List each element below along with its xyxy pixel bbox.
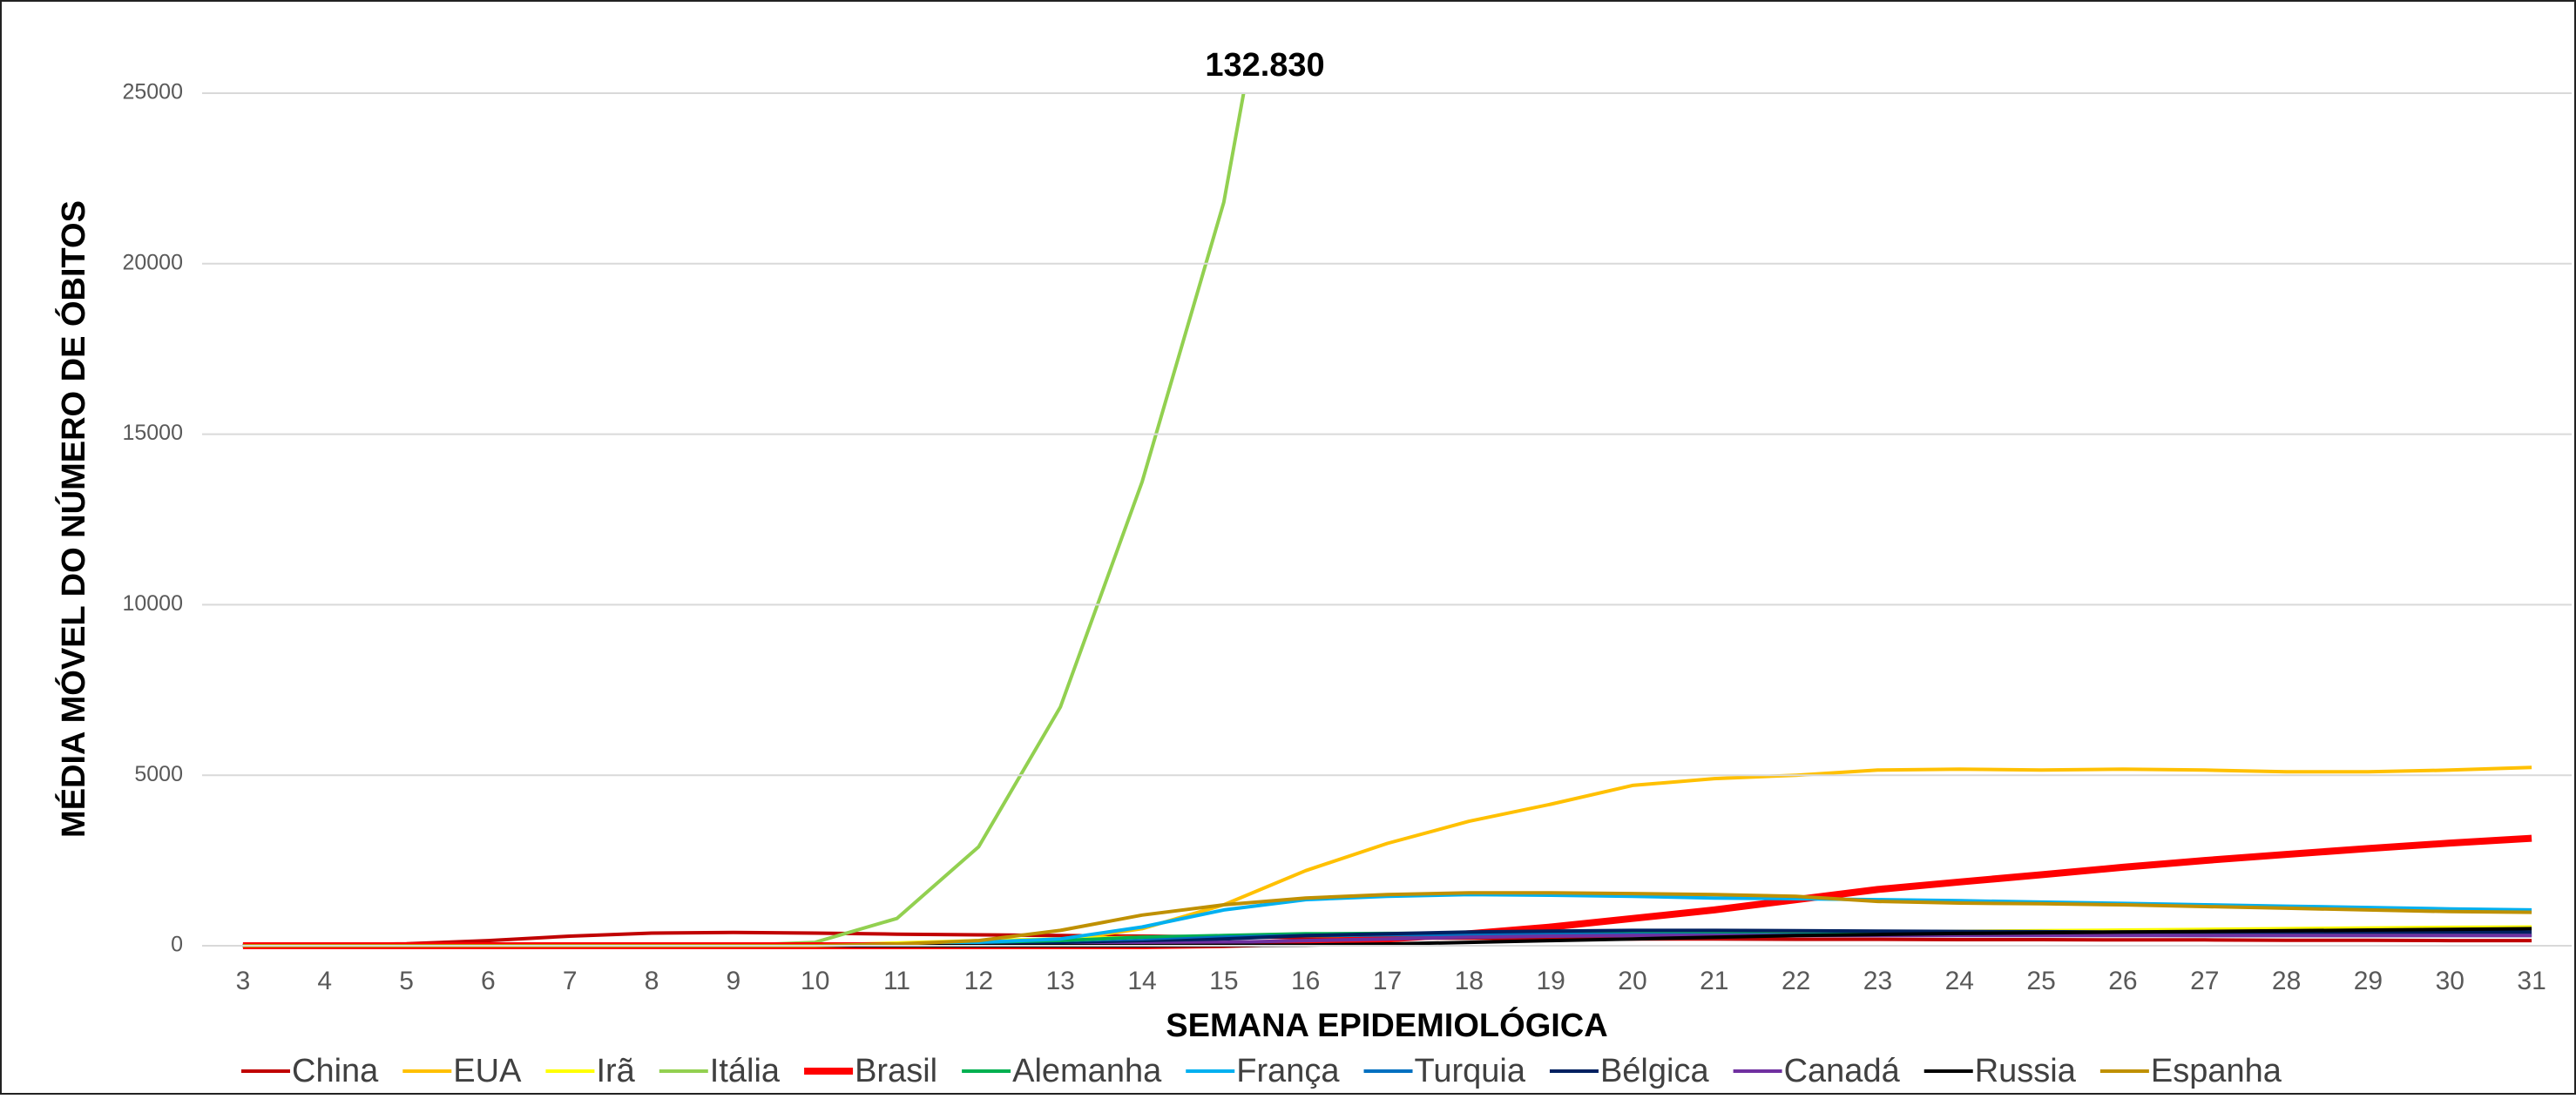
x-tick-label: 9 <box>727 967 741 995</box>
legend-label: China <box>292 1053 379 1089</box>
x-tick-label: 25 <box>2026 967 2055 995</box>
legend-label: Espanha <box>2151 1053 2282 1089</box>
legend-label: Alemanha <box>1012 1053 1162 1089</box>
x-tick-label: 16 <box>1291 967 1320 995</box>
legend-label: Itália <box>710 1053 781 1089</box>
x-tick-label: 24 <box>1945 967 1974 995</box>
legend-label: Brasil <box>855 1053 937 1089</box>
legend-label: Irã <box>596 1053 635 1089</box>
x-tick-label: 23 <box>1863 967 1892 995</box>
legend-label: França <box>1236 1053 1340 1089</box>
x-tick-label: 13 <box>1046 967 1075 995</box>
x-tick-label: 18 <box>1455 967 1484 995</box>
legend-label: Bélgica <box>1600 1053 1709 1089</box>
legend-label: Canadá <box>1784 1053 1901 1089</box>
x-tick-label: 30 <box>2436 967 2464 995</box>
x-tick-label: 27 <box>2190 967 2219 995</box>
x-tick-label: 17 <box>1373 967 1402 995</box>
x-tick-label: 15 <box>1209 967 1238 995</box>
x-tick-label: 10 <box>801 967 829 995</box>
x-axis-title: SEMANA EPIDEMIOLÓGICA <box>1166 1006 1607 1044</box>
annotation: 132.830 <box>1205 47 1324 84</box>
x-tick-label: 3 <box>236 967 251 995</box>
y-tick-label: 15000 <box>122 421 183 445</box>
x-tick-label: 8 <box>645 967 659 995</box>
x-tick-label: 14 <box>1127 967 1156 995</box>
x-tick-label: 21 <box>1700 967 1728 995</box>
x-tick-label: 4 <box>317 967 332 995</box>
x-tick-label: 28 <box>2272 967 2301 995</box>
y-tick-label: 25000 <box>122 80 183 105</box>
x-tick-label: 6 <box>481 967 496 995</box>
x-tick-label: 31 <box>2517 967 2546 995</box>
x-tick-label: 29 <box>2354 967 2383 995</box>
x-tick-label: 22 <box>1782 967 1810 995</box>
x-tick-label: 26 <box>2108 967 2137 995</box>
x-tick-label: 12 <box>964 967 993 995</box>
x-tick-label: 20 <box>1618 967 1646 995</box>
x-tick-label: 19 <box>1536 967 1565 995</box>
y-tick-label: 5000 <box>134 762 183 786</box>
legend-label: EUA <box>453 1053 522 1089</box>
y-tick-label: 10000 <box>122 591 183 616</box>
legend-label: Turquia <box>1415 1053 1526 1089</box>
y-tick-label: 0 <box>171 933 183 957</box>
x-tick-label: 7 <box>563 967 578 995</box>
y-axis-title: MÉDIA MÓVEL DO NÚMERO DE ÓBITOS <box>54 200 92 838</box>
x-tick-label: 5 <box>399 967 414 995</box>
y-tick-label: 20000 <box>122 250 183 274</box>
x-tick-label: 11 <box>883 967 910 995</box>
legend-label: Russia <box>1975 1053 2077 1089</box>
